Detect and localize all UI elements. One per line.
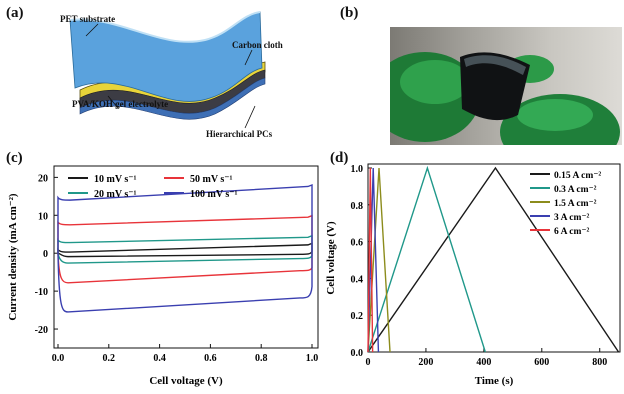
legend-label: 0.3 A cm⁻² <box>554 185 597 195</box>
x-tick-label: 0.0 <box>52 353 65 364</box>
panel-label-c: (c) <box>6 150 23 166</box>
annotation-hierarchical-pcs: Hierarchical PCs <box>206 129 273 139</box>
y-tick-label: 0.6 <box>351 238 364 249</box>
y-tick-label: -20 <box>35 325 48 336</box>
annotation-pet-substrate: PET substrate <box>60 14 116 24</box>
legend-label: 20 mV s⁻¹ <box>94 189 137 200</box>
device-photo-drawing <box>390 52 620 145</box>
panel-label-a: (a) <box>6 5 24 21</box>
gcd-curve <box>367 167 374 353</box>
cv-curve <box>57 242 313 258</box>
cv-plot-frame <box>53 165 319 349</box>
y-tick-label: 0 <box>43 249 48 260</box>
legend-label: 50 mV s⁻¹ <box>190 174 233 185</box>
y-tick-label: -10 <box>35 287 48 298</box>
x-tick-label: 1.0 <box>306 353 319 364</box>
y-axis-label: Current density (mA cm⁻²) <box>7 193 19 320</box>
y-tick-label: 0.0 <box>351 348 364 359</box>
annotation-carbon-cloth: Carbon cloth <box>232 40 283 50</box>
x-tick-label: 0.8 <box>255 353 268 364</box>
x-tick-label: 0 <box>366 357 371 368</box>
annotation-gel-electrolyte: PVA/KOH gel electrolyte <box>72 99 169 109</box>
gcd-curve <box>367 166 620 353</box>
cv-curve <box>57 234 313 264</box>
panel-label-d: (d) <box>330 150 349 166</box>
y-tick-label: 10 <box>38 211 48 222</box>
x-tick-label: 0.6 <box>204 353 217 364</box>
y-tick-label: 0.4 <box>351 274 364 285</box>
y-tick-label: 1.0 <box>351 164 364 175</box>
cv-chart: 0.0 0.2 0.4 0.6 0.8 1.0 20 10 0 -10 -20 Cell voltag… <box>7 165 319 387</box>
legend-label: 6 A cm⁻² <box>554 227 589 237</box>
y-tick-label: 20 <box>38 173 48 184</box>
cv-curve <box>57 183 313 313</box>
y-axis-label: Cell voltage (V) <box>325 221 337 295</box>
x-tick-label: 800 <box>592 357 607 368</box>
legend-label: 10 mV s⁻¹ <box>94 174 137 185</box>
gcd-chart: 0 200 400 600 800 1.0 0.8 0.6 0.4 0.2 0.0 Time (s) C… <box>325 163 621 387</box>
device-schematic <box>69 11 266 129</box>
legend-label: 100 mV s⁻¹ <box>190 189 238 200</box>
y-tick-label: 0.8 <box>351 201 364 212</box>
gcd-curve <box>367 165 486 353</box>
x-tick-label: 200 <box>418 357 433 368</box>
legend-label: 0.15 A cm⁻² <box>554 171 601 181</box>
device-photo <box>390 27 622 145</box>
gcd-curve <box>367 167 380 353</box>
gcd-plot-frame <box>367 163 621 353</box>
x-axis-label: Time (s) <box>475 375 514 387</box>
x-tick-label: 400 <box>476 357 491 368</box>
panel-label-b: (b) <box>340 5 359 21</box>
x-tick-label: 0.4 <box>153 353 166 364</box>
x-tick-label: 0.2 <box>103 353 116 364</box>
legend-label: 3 A cm⁻² <box>554 213 589 223</box>
x-tick-label: 600 <box>534 357 549 368</box>
y-tick-label: 0.2 <box>351 311 364 322</box>
cv-curve <box>57 214 313 284</box>
legend-label: 1.5 A cm⁻² <box>554 199 597 209</box>
x-axis-label: Cell voltage (V) <box>149 375 223 387</box>
